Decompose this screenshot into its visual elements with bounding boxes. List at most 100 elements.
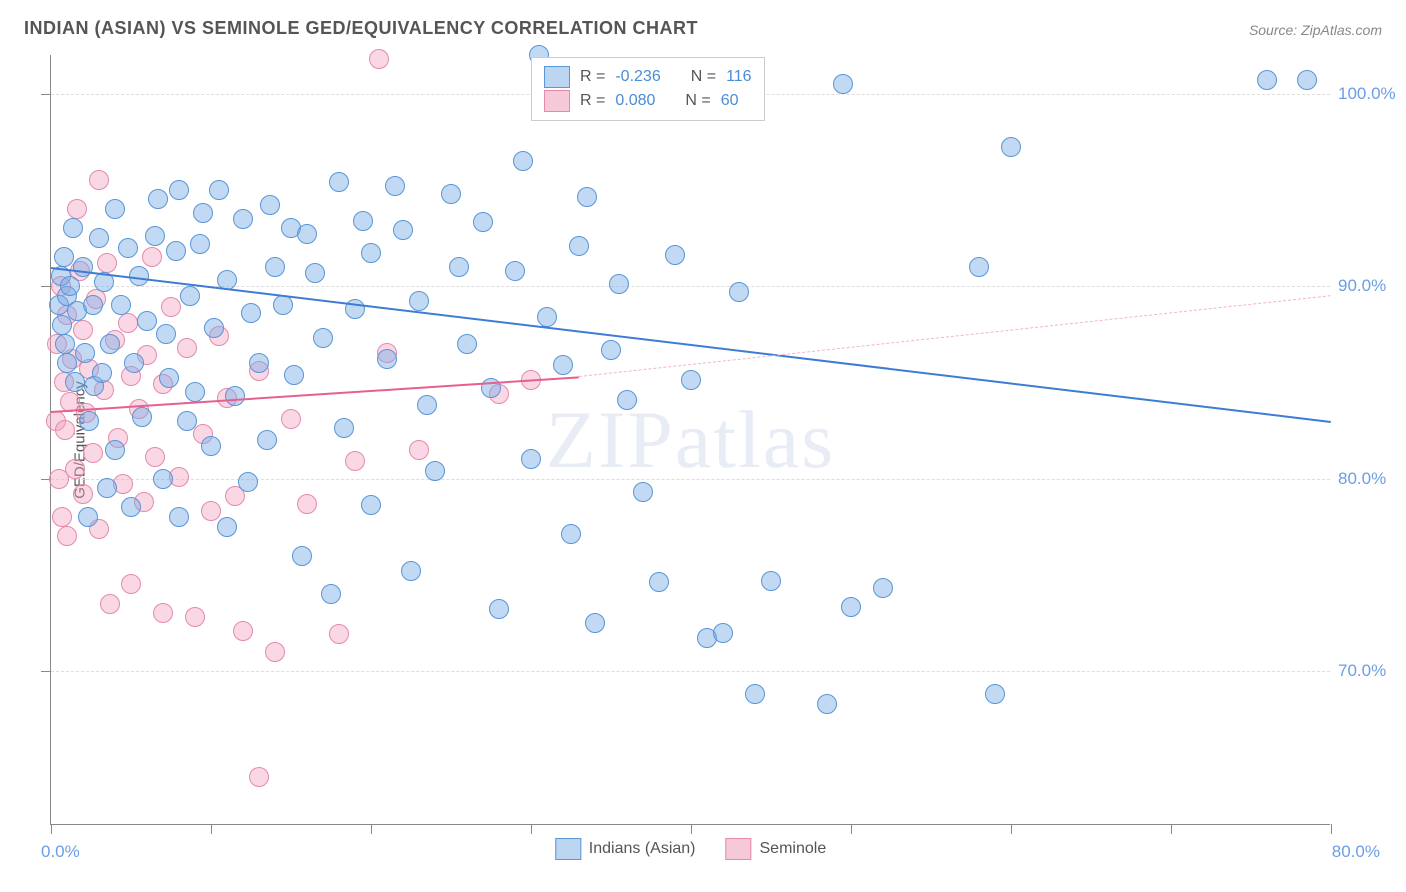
point-seminole — [100, 594, 120, 614]
point-seminole — [145, 447, 165, 467]
point-indians — [633, 482, 653, 502]
point-seminole — [265, 642, 285, 662]
x-tick — [691, 824, 692, 834]
point-indians — [537, 307, 557, 327]
point-indians — [284, 365, 304, 385]
point-indians — [92, 363, 112, 383]
point-indians — [329, 172, 349, 192]
point-seminole — [97, 253, 117, 273]
point-indians — [105, 199, 125, 219]
x-axis-min-label: 0.0% — [41, 842, 80, 862]
point-indians — [190, 234, 210, 254]
legend-swatch — [555, 838, 581, 860]
point-indians — [393, 220, 413, 240]
stat-r-label: R = — [580, 68, 605, 86]
point-indians — [297, 224, 317, 244]
point-indians — [489, 599, 509, 619]
legend-swatch — [544, 66, 570, 88]
point-seminole — [185, 607, 205, 627]
y-tick-label: 70.0% — [1338, 661, 1402, 681]
point-indians — [180, 286, 200, 306]
point-indians — [124, 353, 144, 373]
y-tick-label: 90.0% — [1338, 276, 1402, 296]
point-indians — [260, 195, 280, 215]
point-indians — [729, 282, 749, 302]
point-indians — [353, 211, 373, 231]
point-indians — [238, 472, 258, 492]
point-indians — [265, 257, 285, 277]
x-tick — [1011, 824, 1012, 834]
point-indians — [985, 684, 1005, 704]
point-seminole — [161, 297, 181, 317]
x-tick — [851, 824, 852, 834]
point-indians — [617, 390, 637, 410]
point-indians — [473, 212, 493, 232]
point-indians — [63, 218, 83, 238]
point-indians — [159, 368, 179, 388]
x-axis-max-label: 80.0% — [1332, 842, 1380, 862]
regression-seminole-extrapolated — [579, 296, 1331, 378]
point-indians — [145, 226, 165, 246]
point-indians — [569, 236, 589, 256]
point-indians — [65, 372, 85, 392]
point-indians — [457, 334, 477, 354]
point-indians — [833, 74, 853, 94]
point-indians — [841, 597, 861, 617]
point-indians — [361, 495, 381, 515]
point-seminole — [369, 49, 389, 69]
point-indians — [54, 247, 74, 267]
point-indians — [1297, 70, 1317, 90]
point-indians — [292, 546, 312, 566]
point-indians — [513, 151, 533, 171]
point-seminole — [233, 621, 253, 641]
point-indians — [233, 209, 253, 229]
point-seminole — [118, 313, 138, 333]
x-tick — [371, 824, 372, 834]
point-seminole — [201, 501, 221, 521]
point-seminole — [121, 574, 141, 594]
point-indians — [105, 440, 125, 460]
x-tick — [51, 824, 52, 834]
point-indians — [561, 524, 581, 544]
point-indians — [681, 370, 701, 390]
legend-item: Indians (Asian) — [555, 838, 696, 860]
point-indians — [385, 176, 405, 196]
point-indians — [89, 228, 109, 248]
point-indians — [137, 311, 157, 331]
legend-stats-row: R =-0.236N =116 — [544, 66, 752, 88]
point-seminole — [89, 170, 109, 190]
point-indians — [601, 340, 621, 360]
point-indians — [156, 324, 176, 344]
point-indians — [401, 561, 421, 581]
point-indians — [204, 318, 224, 338]
stat-n-label: N = — [691, 68, 716, 86]
point-indians — [609, 274, 629, 294]
stat-n-label: N = — [685, 92, 710, 110]
point-indians — [225, 386, 245, 406]
point-indians — [577, 187, 597, 207]
point-indians — [1001, 137, 1021, 157]
point-indians — [585, 613, 605, 633]
point-seminole — [281, 409, 301, 429]
point-indians — [321, 584, 341, 604]
point-indians — [409, 291, 429, 311]
point-seminole — [73, 320, 93, 340]
point-indians — [55, 334, 75, 354]
point-indians — [169, 507, 189, 527]
stat-r-label: R = — [580, 92, 605, 110]
legend-bottom: Indians (Asian) Seminole — [555, 838, 826, 860]
point-indians — [121, 497, 141, 517]
gridline-h — [51, 286, 1330, 287]
point-indians — [761, 571, 781, 591]
point-seminole — [142, 247, 162, 267]
point-indians — [361, 243, 381, 263]
point-indians — [201, 436, 221, 456]
legend-label: Seminole — [760, 840, 827, 858]
point-indians — [100, 334, 120, 354]
legend-label: Indians (Asian) — [589, 840, 696, 858]
point-indians — [193, 203, 213, 223]
point-indians — [505, 261, 525, 281]
point-indians — [241, 303, 261, 323]
point-seminole — [57, 526, 77, 546]
legend-stats-box: R =-0.236N =116R =0.080N =60 — [531, 57, 765, 121]
